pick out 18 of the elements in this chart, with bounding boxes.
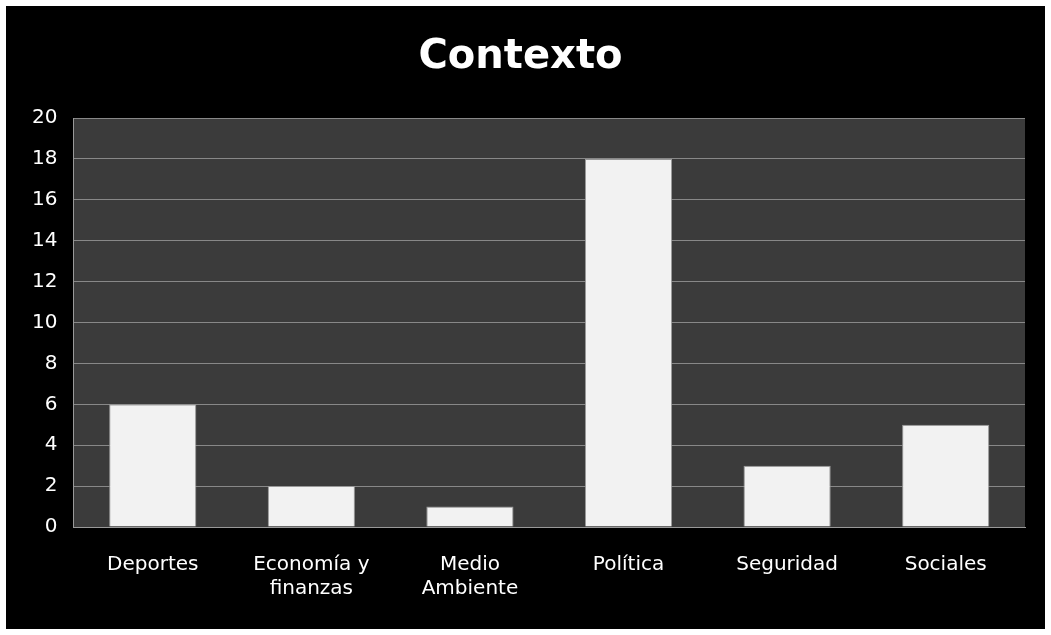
x-tick-label: Sociales: [904, 551, 987, 576]
y-tick-label: 6: [44, 390, 58, 415]
chart-title: Contexto: [418, 31, 623, 78]
x-tick-label: Medio Ambiente: [421, 551, 519, 600]
x-tick-label: Economía y finanzas: [253, 551, 370, 600]
y-tick-label: 4: [44, 431, 58, 456]
y-tick-label: 12: [32, 267, 58, 292]
y-tick-label: 2: [44, 472, 58, 497]
y-tick-label: 0: [44, 513, 58, 538]
y-tick-label: 18: [32, 145, 58, 170]
y-tick-label: 20: [32, 104, 58, 129]
y-tick-label: 8: [44, 349, 58, 374]
x-tick-label: Seguridad: [736, 551, 839, 576]
y-tick-label: 16: [32, 186, 58, 210]
y-tick-label: 14: [32, 226, 58, 251]
y-tick-label: 10: [32, 308, 58, 333]
x-tick-label: Política: [592, 551, 665, 576]
x-tick-label: Deportes: [107, 551, 199, 576]
